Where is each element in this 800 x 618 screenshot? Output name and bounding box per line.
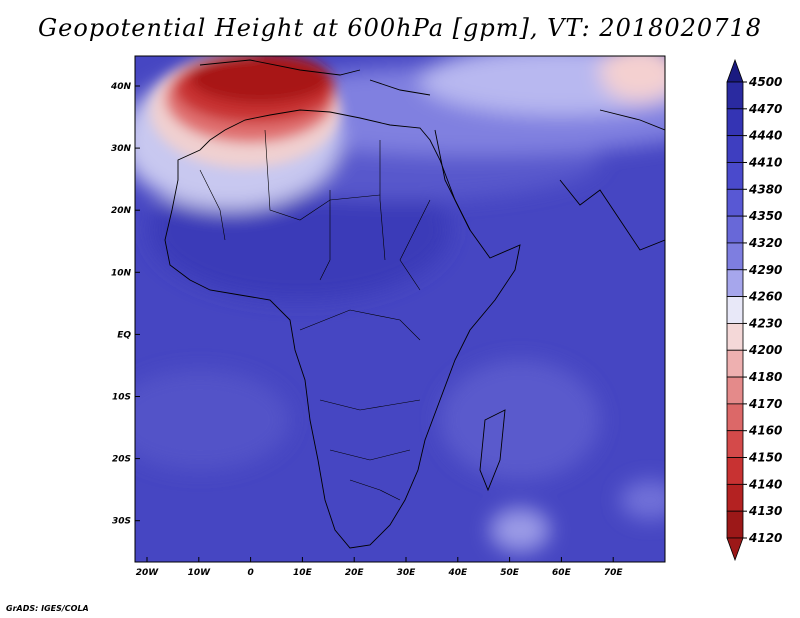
colorbar-label: 4470 xyxy=(748,102,782,116)
colorbar-label: 4120 xyxy=(748,531,782,545)
lon-tick-label: 60E xyxy=(552,568,572,578)
lon-tick-label: 70E xyxy=(604,568,624,578)
lon-tick-label: 0 xyxy=(247,568,253,578)
lon-tick-label: 40E xyxy=(447,568,468,578)
footer-credit: GrADS: IGES/COLA xyxy=(6,604,89,613)
colorbar-top-arrow xyxy=(726,58,744,83)
colorbar-label: 4380 xyxy=(748,182,782,196)
map-frame xyxy=(134,55,666,563)
lon-tick-label: 50E xyxy=(500,568,520,578)
colorbar-label: 4200 xyxy=(748,343,782,357)
colorbar-swatch xyxy=(726,323,744,351)
colorbar-swatch xyxy=(726,403,744,432)
lat-tick-label: 30S xyxy=(112,517,131,527)
map-field xyxy=(135,56,665,562)
colorbar-swatch xyxy=(726,135,744,163)
colorbar-swatch xyxy=(726,108,744,137)
lat-tick-label: 20S xyxy=(112,455,131,465)
colorbar-label: 4500 xyxy=(748,75,782,89)
lon-tick-label: 20W xyxy=(136,568,160,578)
colorbar-swatch xyxy=(726,376,744,405)
colorbar-label: 4140 xyxy=(748,477,782,491)
colorbar-label: 4260 xyxy=(748,290,782,304)
colorbar-labels: 4500 4470 4440 4410 4380 4350 4320 4290 4260 4230… xyxy=(743,75,782,545)
lon-tick-label: 10E xyxy=(293,568,313,578)
colorbar-swatch xyxy=(726,242,744,271)
colorbar-label: 4160 xyxy=(748,424,782,438)
lon-tick-label: 30E xyxy=(397,568,417,578)
colorbar-swatch xyxy=(726,188,744,217)
colorbar-label: 4320 xyxy=(748,236,782,250)
colorbar-label: 4410 xyxy=(748,155,782,169)
colorbar-label: 4180 xyxy=(748,370,782,384)
colorbar-label: 4230 xyxy=(748,316,782,330)
colorbar-swatch xyxy=(726,215,744,244)
lat-tick-label: 10S xyxy=(112,393,131,403)
lon-tick-label: 10W xyxy=(188,568,212,578)
colorbar-label: 4440 xyxy=(748,129,782,143)
coastlines xyxy=(164,59,665,549)
colorbar-swatch xyxy=(726,510,744,539)
lat-tick-label: 30N xyxy=(111,144,132,154)
colorbar-label: 4290 xyxy=(748,263,782,277)
colorbar-bottom-arrow xyxy=(726,537,744,562)
lon-tick-label: 20E xyxy=(345,568,365,578)
country-borders xyxy=(199,129,431,501)
lat-tick-label: 20N xyxy=(111,206,132,216)
colorbar-label: 4350 xyxy=(748,209,782,223)
colorbar-swatch xyxy=(726,349,744,378)
colorbar-label: 4150 xyxy=(748,451,782,465)
colorbar-swatch xyxy=(726,162,744,190)
colorbar-swatches xyxy=(726,58,744,562)
colorbar-swatch xyxy=(726,430,744,458)
colorbar-label: 4130 xyxy=(748,504,782,518)
map-title: Geopotential Height at 600hPa [gpm], VT:… xyxy=(38,14,762,42)
colorbar-swatch xyxy=(726,483,744,512)
lat-tick-label: EQ xyxy=(117,330,131,340)
longitude-axis: 20W 10W 0 10E 20E 30E 40E 50E 60E 70E xyxy=(136,557,624,578)
lat-tick-label: 40N xyxy=(110,82,132,92)
lat-tick-label: 10N xyxy=(111,268,132,278)
latitude-axis: 40N 30N 20N 10N EQ 10S 20S 30S xyxy=(110,82,140,527)
colorbar-swatch xyxy=(726,457,744,485)
colorbar-swatch xyxy=(726,296,744,324)
colorbar-swatch xyxy=(726,269,744,297)
colorbar-swatch xyxy=(726,81,744,110)
colorbar-label: 4170 xyxy=(748,397,782,411)
